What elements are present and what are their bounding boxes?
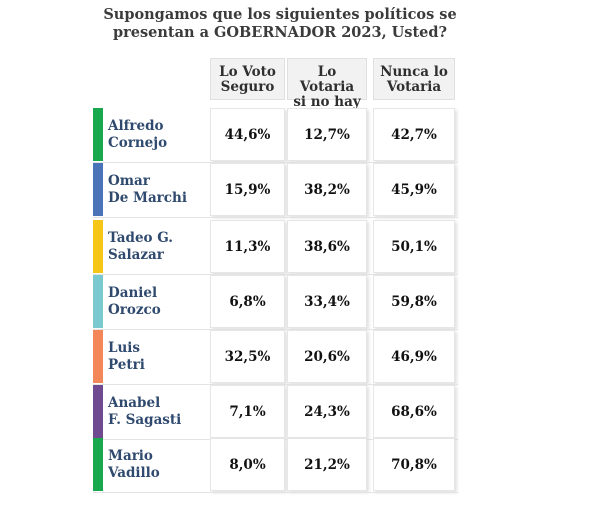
candidate-name: Luis Petri (108, 330, 303, 383)
value-cell-col-2: 24,3% (287, 385, 367, 438)
candidate-name-line-1: Tadeo G. (108, 229, 173, 246)
candidate-color-bar (93, 163, 103, 216)
row-divider (93, 492, 458, 493)
candidate-name-line-2: Salazar (108, 246, 164, 263)
row-divider (93, 217, 458, 218)
column-header-3-line-2: Votaria (386, 79, 442, 95)
value-cell-col-1: 15,9% (210, 163, 285, 216)
candidate-color-bar (93, 108, 103, 161)
value-cell-col-1: 32,5% (210, 330, 285, 383)
candidate-name-line-2: F. Sagasti (108, 411, 182, 428)
column-header-3-line-1: Nunca lo (380, 64, 448, 80)
value-cell-col-2: 20,6% (287, 330, 367, 383)
column-header-3: Nunca lo Votaria (373, 58, 455, 100)
candidate-name-line-1: Omar (108, 172, 150, 189)
column-header-1-line-2: Seguro (220, 79, 275, 95)
value-cell-col-3: 42,7% (373, 108, 455, 161)
candidate-color-bar (93, 385, 103, 438)
candidate-name: Anabel F. Sagasti (108, 385, 303, 438)
table-row: Daniel Orozco 6,8% 33,4% 59,8% (93, 275, 458, 328)
candidate-name-line-2: Cornejo (108, 134, 168, 151)
table-row: Anabel F. Sagasti 7,1% 24,3% 68,6% (93, 385, 458, 438)
candidate-name-line-1: Luis (108, 339, 141, 356)
candidate-color-bar (93, 330, 103, 383)
candidate-color-bar (93, 275, 103, 328)
value-cell-col-3: 50,1% (373, 220, 455, 273)
value-cell-col-3: 46,9% (373, 330, 455, 383)
column-header-1-line-1: Lo Voto (219, 64, 276, 80)
candidate-name-line-1: Anabel (108, 394, 161, 411)
table-row: Mario Vadillo 8,0% 21,2% 70,8% (93, 438, 458, 491)
row-divider (93, 329, 458, 330)
value-cell-col-3: 68,6% (373, 385, 455, 438)
candidate-name: Alfredo Cornejo (108, 108, 303, 161)
candidate-name-line-1: Alfredo (108, 117, 164, 134)
candidate-name-line-2: Petri (108, 356, 145, 373)
title-line-1: Supongamos que los siguientes políticos … (103, 6, 457, 23)
candidate-name-line-1: Daniel (108, 284, 158, 301)
chart-title: Supongamos que los siguientes políticos … (0, 6, 560, 42)
value-cell-col-3: 45,9% (373, 163, 455, 216)
value-cell-col-1: 8,0% (210, 438, 285, 491)
value-cell-col-3: 70,8% (373, 438, 455, 491)
table-row: Omar De Marchi 15,9% 38,2% 45,9% (93, 163, 458, 216)
value-cell-col-2: 33,4% (287, 275, 367, 328)
candidate-color-bar (93, 438, 103, 491)
value-cell-col-2: 12,7% (287, 108, 367, 161)
candidate-name-line-2: De Marchi (108, 189, 187, 206)
column-header-2-line-1: Lo Votaria (299, 64, 355, 95)
column-header-1: Lo Voto Seguro (210, 58, 285, 100)
value-cell-col-1: 7,1% (210, 385, 285, 438)
value-cell-col-2: 38,2% (287, 163, 367, 216)
candidate-name: Mario Vadillo (108, 438, 303, 491)
candidate-name: Omar De Marchi (108, 163, 303, 216)
value-cell-col-1: 6,8% (210, 275, 285, 328)
candidate-name-line-1: Mario (108, 447, 153, 464)
candidate-name: Tadeo G. Salazar (108, 220, 303, 273)
table-row: Alfredo Cornejo 44,6% 12,7% 42,7% (93, 108, 458, 161)
table-row: Luis Petri 32,5% 20,6% 46,9% (93, 330, 458, 383)
candidate-name-line-2: Orozco (108, 301, 161, 318)
value-cell-col-3: 59,8% (373, 275, 455, 328)
row-divider (93, 384, 458, 385)
row-divider (93, 162, 458, 163)
title-line-2: presentan a GOBERNADOR 2023, Usted? (112, 24, 448, 41)
row-divider (93, 274, 458, 275)
value-cell-col-2: 21,2% (287, 438, 367, 491)
candidate-name-line-2: Vadillo (108, 464, 160, 481)
value-cell-col-1: 11,3% (210, 220, 285, 273)
column-header-2-line-2: si no hay (293, 94, 361, 110)
table-row: Tadeo G. Salazar 11,3% 38,6% 50,1% (93, 220, 458, 273)
candidate-name: Daniel Orozco (108, 275, 303, 328)
value-cell-col-1: 44,6% (210, 108, 285, 161)
candidate-color-bar (93, 220, 103, 273)
value-cell-col-2: 38,6% (287, 220, 367, 273)
